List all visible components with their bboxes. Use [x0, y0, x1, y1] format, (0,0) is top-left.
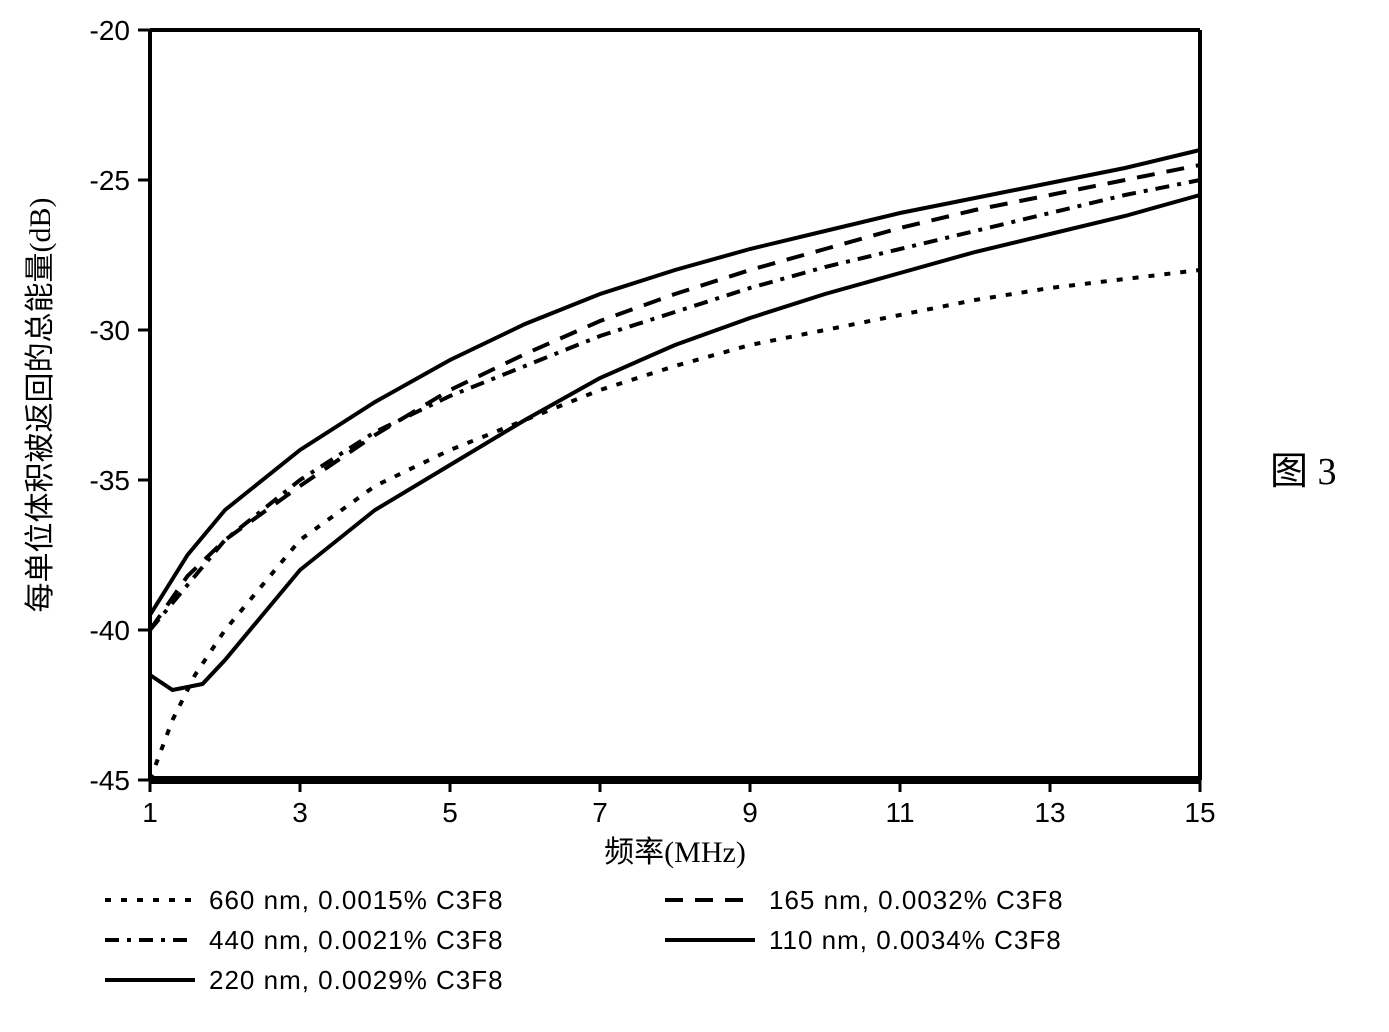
- x-tick-label: 3: [292, 797, 308, 828]
- x-axis-title: 频率(MHz): [604, 836, 746, 869]
- figure-container: 13579111315-45-40-35-30-25-20频率(MHz)每单位体…: [0, 0, 1389, 1032]
- legend-label: 220 nm, 0.0029% C3F8: [209, 965, 504, 995]
- x-tick-label: 11: [885, 797, 914, 828]
- series-line: [150, 150, 1200, 615]
- y-tick-label: -35: [90, 465, 130, 496]
- x-tick-label: 5: [442, 797, 458, 828]
- chart-svg: 13579111315-45-40-35-30-25-20频率(MHz)每单位体…: [0, 0, 1389, 1032]
- legend-label: 110 nm, 0.0034% C3F8: [769, 925, 1062, 955]
- y-tick-label: -40: [90, 615, 130, 646]
- x-tick-label: 1: [142, 797, 158, 828]
- x-tick-label: 15: [1184, 797, 1215, 828]
- legend-label: 165 nm, 0.0032% C3F8: [769, 885, 1064, 915]
- y-tick-label: -25: [90, 165, 130, 196]
- figure-label: 图 3: [1270, 440, 1337, 495]
- legend-label: 440 nm, 0.0021% C3F8: [209, 925, 504, 955]
- y-tick-label: -20: [90, 15, 130, 46]
- legend-label: 660 nm, 0.0015% C3F8: [209, 885, 504, 915]
- y-tick-label: -45: [90, 765, 130, 796]
- x-tick-label: 13: [1034, 797, 1065, 828]
- x-tick-label: 7: [592, 797, 608, 828]
- x-tick-label: 9: [742, 797, 758, 828]
- y-axis-title: 每单位体积被返回的总能量(dB): [24, 198, 57, 613]
- y-tick-label: -30: [90, 315, 130, 346]
